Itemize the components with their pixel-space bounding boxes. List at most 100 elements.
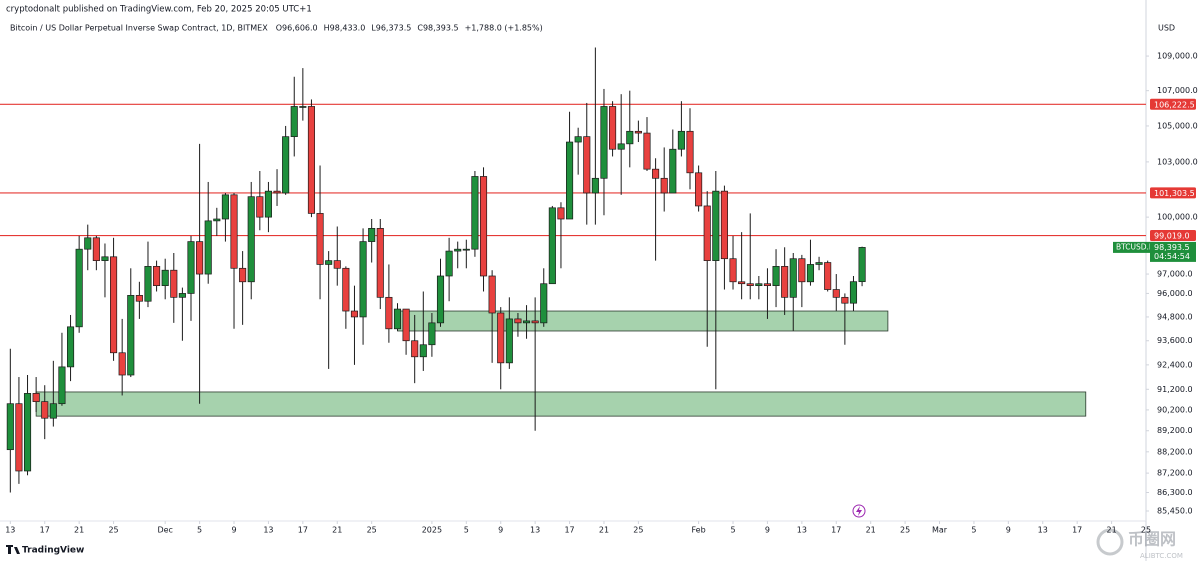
x-tick-label: 17 <box>564 526 574 535</box>
y-axis-label: USD <box>1158 24 1175 33</box>
candle-body <box>617 143 625 150</box>
candle-body <box>204 220 212 275</box>
level-label: 101,303.5 <box>1154 189 1195 198</box>
brand: TradingView <box>6 545 84 556</box>
candle-body <box>824 262 832 290</box>
level-tag <box>1150 230 1196 242</box>
symbol-line: Bitcoin / US Dollar Perpetual Inverse Sw… <box>10 24 543 33</box>
candle-body <box>144 266 152 302</box>
x-tick-label: 5 <box>971 526 976 535</box>
candle-body <box>213 218 221 222</box>
x-tick-label: 9 <box>1006 526 1011 535</box>
y-tick-label: 89,200.0 <box>1157 426 1193 435</box>
candle-body <box>84 237 92 250</box>
candle-body <box>746 283 754 287</box>
candle-body <box>643 132 651 170</box>
y-tick-label: 91,200.0 <box>1157 385 1193 394</box>
candle-body <box>806 264 815 283</box>
candle-body <box>462 248 470 251</box>
y-tick-label: 87,200.0 <box>1157 469 1193 478</box>
candle-body <box>256 196 264 218</box>
x-tick-label: 5 <box>197 526 202 535</box>
candle-body <box>600 106 608 179</box>
y-tick-label: 92,400.0 <box>1157 360 1193 369</box>
candle-body <box>385 296 393 330</box>
candle-body <box>738 281 746 285</box>
candle-body <box>505 318 513 364</box>
candle-body <box>307 106 316 214</box>
candle-body <box>32 393 40 402</box>
candle-body <box>436 275 445 324</box>
candle-body <box>66 326 75 368</box>
x-tick-label: 5 <box>464 526 469 535</box>
candle-body <box>350 310 359 318</box>
x-tick-label: 17 <box>40 526 50 535</box>
candle-body <box>101 256 109 261</box>
candle-body <box>376 228 384 298</box>
x-tick-label: 17 <box>298 526 308 535</box>
x-tick-label: 5 <box>730 526 735 535</box>
candle-body <box>548 207 556 285</box>
candle-body <box>720 190 728 260</box>
candle-body <box>729 258 737 283</box>
candle-body <box>669 148 677 194</box>
candle-body <box>488 275 496 314</box>
x-tick-label: 13 <box>530 526 540 535</box>
candle-body <box>110 256 118 354</box>
candle-body <box>781 266 789 298</box>
candle-body <box>221 194 229 220</box>
y-tick-label: 96,000.0 <box>1157 289 1193 298</box>
y-tick-label: 93,600.0 <box>1157 336 1193 345</box>
candle-body <box>634 130 642 134</box>
ohlc-high: H98,433.0 <box>324 24 366 33</box>
price-tag-countdown: 04:54:54 <box>1154 252 1190 261</box>
level-label: 106,222.5 <box>1154 100 1195 109</box>
candle-body <box>75 248 83 328</box>
candle-body <box>454 248 462 252</box>
candle-body <box>497 312 505 364</box>
candle-body <box>359 241 367 318</box>
level-tag <box>1150 98 1196 110</box>
candle-body <box>23 393 32 472</box>
x-tick-label: 13 <box>1038 526 1048 535</box>
x-tick-label: 25 <box>900 526 910 535</box>
y-tick-label: 86,300.0 <box>1157 488 1193 497</box>
candle-body <box>815 262 823 265</box>
candle-body <box>118 352 126 376</box>
x-tick-label: Feb <box>692 526 706 535</box>
x-tick-label: 21 <box>1106 526 1116 535</box>
level-label: 99,019.0 <box>1154 232 1190 241</box>
watermark: 币圈网 ALIBTC.COM <box>1096 528 1183 560</box>
candle-body <box>772 266 780 287</box>
candle-body <box>591 177 599 194</box>
candle-body <box>161 269 169 287</box>
candle-body <box>230 194 238 269</box>
x-tick-label: 21 <box>74 526 84 535</box>
x-tick-label: 13 <box>797 526 807 535</box>
candle-body <box>402 308 410 342</box>
y-tick-label: 100,000.0 <box>1157 213 1198 222</box>
candle-body <box>763 283 771 287</box>
x-tick-label: 21 <box>599 526 609 535</box>
price-tag-symbol-bg <box>1113 241 1155 253</box>
candle-body <box>290 106 298 138</box>
candle-body <box>187 241 195 294</box>
x-tick-label: 25 <box>1141 526 1151 535</box>
candle-body <box>677 130 685 150</box>
candle-body <box>789 258 797 298</box>
candle-body <box>178 293 186 298</box>
candle-body <box>41 401 49 419</box>
candle-body <box>273 190 281 194</box>
candle-body <box>652 168 660 179</box>
candle-body <box>703 205 711 261</box>
candle-body <box>316 213 324 265</box>
support-zone <box>35 391 1087 417</box>
price-tag-price: 98,393.5 <box>1154 243 1190 252</box>
candle-body <box>428 322 436 346</box>
price-tag-bg <box>1150 241 1196 262</box>
candle-body <box>566 141 574 220</box>
candle-body <box>660 177 668 194</box>
x-tick-label: 13 <box>263 526 273 535</box>
x-tick-label: 25 <box>633 526 643 535</box>
